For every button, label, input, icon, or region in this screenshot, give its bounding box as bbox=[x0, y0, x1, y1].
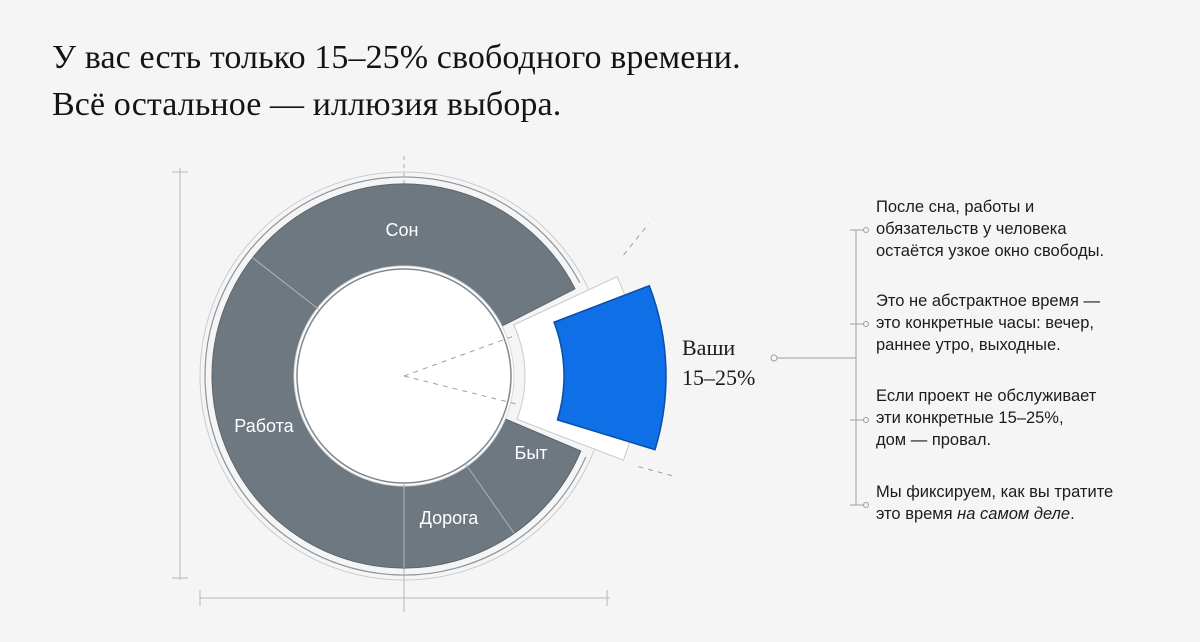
headline-line-2: Всё остальное — иллюзия выбора. bbox=[52, 86, 562, 123]
note-1: После сна, работы и обязательств у челов… bbox=[876, 198, 1105, 260]
segment-label-son: Сон bbox=[386, 220, 419, 240]
segment-dividers bbox=[252, 257, 515, 568]
note-4: Мы фиксируем, как вы тратите это время н… bbox=[876, 483, 1114, 523]
outer-ring bbox=[204, 176, 587, 576]
segment-label-doroga: Дорога bbox=[420, 508, 480, 528]
dimension-lines bbox=[172, 168, 610, 612]
free-time-label-line-1: Ваши bbox=[682, 335, 736, 360]
note-3: Если проект не обслуживает эти конкретны… bbox=[876, 387, 1097, 449]
wedge-guides bbox=[403, 223, 678, 478]
headline: У вас есть только 15–25% свободного врем… bbox=[52, 34, 741, 128]
free-time-label-line-2: 15–25% bbox=[682, 365, 756, 390]
notes-connector bbox=[770, 227, 869, 508]
free-time-label: Ваши 15–25% bbox=[682, 333, 755, 393]
segment-free-time bbox=[553, 284, 667, 451]
segment-label-rabota: Работа bbox=[234, 416, 294, 436]
segment-label-byt: Быт bbox=[515, 443, 548, 463]
note-2: Это не абстрактное время — это конкретны… bbox=[876, 292, 1100, 354]
headline-line-1: У вас есть только 15–25% свободного врем… bbox=[52, 39, 741, 76]
